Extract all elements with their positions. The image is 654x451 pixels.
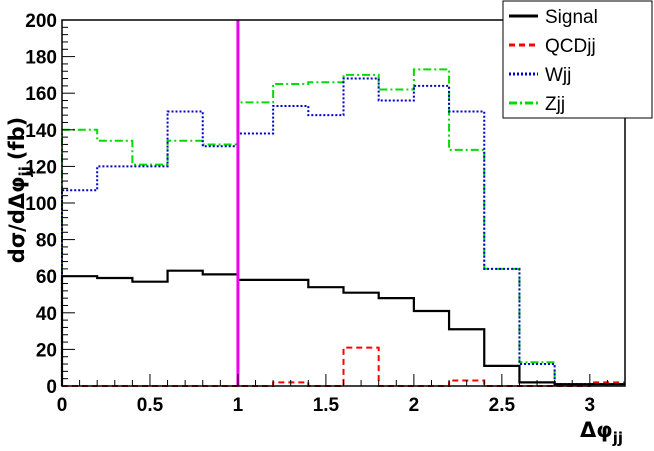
x-tick-label: 2 bbox=[409, 395, 420, 416]
legend-entry-signal: Signal bbox=[509, 7, 598, 28]
y-tick-label: 0 bbox=[46, 377, 57, 398]
y-axis-title-main: dσ/dΔφ bbox=[5, 176, 29, 263]
legend-box bbox=[502, 0, 653, 119]
y-tick-label: 160 bbox=[25, 84, 57, 105]
y-tick-label: 140 bbox=[25, 121, 57, 142]
series-signal-line bbox=[60, 269, 625, 386]
y-axis-title-unit: (fb) bbox=[5, 117, 29, 160]
legend-entry-qcdjj: QCDjj bbox=[509, 36, 596, 57]
y-tick-label: 60 bbox=[36, 267, 57, 288]
y-tick-label: 20 bbox=[36, 340, 57, 361]
legend-entry-zjj: Zjj bbox=[509, 94, 565, 115]
x-tick-label: 0.5 bbox=[137, 395, 164, 416]
x-axis-title-main: Δφ bbox=[580, 418, 613, 442]
x-tick-label: 0 bbox=[57, 395, 68, 416]
series-wjj-line bbox=[61, 77, 625, 386]
x-tick-label: 1 bbox=[233, 395, 244, 416]
y-tick-label: 120 bbox=[25, 157, 57, 178]
x-axis-title-sub: jj bbox=[612, 429, 623, 447]
y-tick-label: 180 bbox=[25, 48, 57, 69]
x-tick-label: 1.5 bbox=[313, 395, 340, 416]
x-axis: 0 0.5 1 1.5 2 2.5 3 bbox=[57, 374, 626, 416]
y-axis-title: dσ/dΔφjj (fb) bbox=[5, 117, 34, 263]
legend-entries: Signal QCDjj Wjj Zjj bbox=[509, 7, 598, 115]
legend-label: QCDjj bbox=[545, 36, 596, 57]
legend-label: Zjj bbox=[545, 94, 565, 115]
x-tick-label: 3 bbox=[585, 395, 596, 416]
x-axis-title: Δφjj bbox=[580, 418, 623, 447]
series-zjj-line bbox=[61, 68, 625, 386]
legend-label: Wjj bbox=[545, 65, 571, 86]
legend-label: Signal bbox=[545, 7, 598, 28]
y-axis-title-sub: jj bbox=[16, 166, 34, 177]
x-tick-label: 2.5 bbox=[489, 395, 516, 416]
y-tick-label: 40 bbox=[36, 304, 57, 325]
y-tick-label: 100 bbox=[25, 194, 57, 215]
legend-entry-wjj: Wjj bbox=[509, 65, 571, 86]
y-tick-label: 200 bbox=[25, 11, 57, 32]
legend: Signal QCDjj Wjj Zjj bbox=[502, 0, 653, 119]
y-tick-label: 80 bbox=[36, 231, 57, 252]
y-axis: 0 20 40 60 80 100 120 140 160 180 200 bbox=[25, 11, 75, 398]
